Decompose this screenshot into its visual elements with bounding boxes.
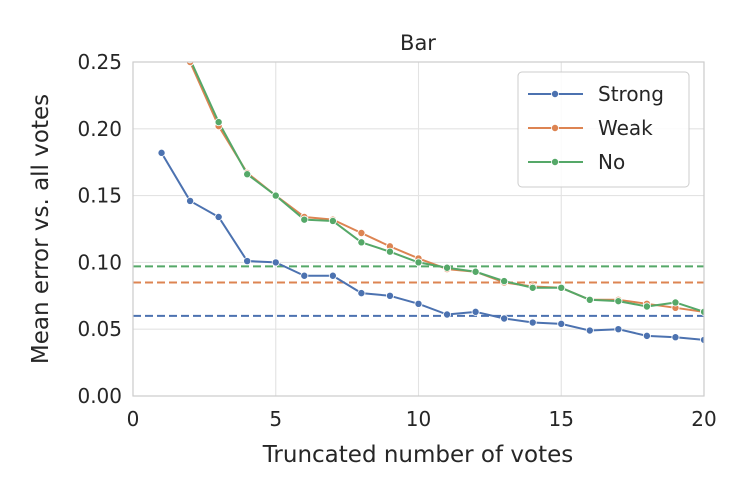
data-point-strong [414, 299, 423, 308]
chart-title: Bar [400, 31, 436, 55]
data-point-strong [471, 307, 480, 316]
series-points [157, 62, 704, 344]
data-point-no [214, 118, 223, 127]
series-lines [160, 62, 704, 341]
data-point-strong [300, 271, 309, 280]
baseline-lines [133, 265, 704, 317]
data-point-strong [585, 326, 594, 335]
y-tick-label: 0.00 [77, 384, 122, 408]
data-point-no [528, 283, 537, 292]
legend-marker-no [551, 157, 560, 166]
y-axis-ticks: 0.00 0.05 0.10 0.15 0.20 0.25 [77, 50, 122, 408]
data-point-no [557, 283, 566, 292]
data-point-no [700, 307, 704, 316]
y-tick-label: 0.25 [77, 50, 122, 74]
y-tick-label: 0.15 [77, 184, 122, 208]
data-point-no [671, 298, 680, 307]
data-point-strong [642, 331, 651, 340]
data-point-no [443, 263, 452, 272]
x-axis-ticks: 0 5 10 15 20 [127, 407, 717, 431]
series-line-no [190, 62, 704, 313]
data-point-no [300, 215, 309, 224]
data-point-strong [700, 335, 704, 344]
data-point-strong [528, 318, 537, 327]
data-point-strong [271, 258, 280, 267]
data-point-strong [385, 291, 394, 300]
data-point-strong [243, 257, 252, 266]
y-tick-label: 0.20 [77, 117, 122, 141]
data-point-no [585, 295, 594, 304]
data-point-no [471, 267, 480, 276]
data-point-no [500, 277, 509, 286]
data-point-strong [157, 148, 166, 157]
data-point-no [414, 258, 423, 267]
legend-label-weak: Weak [598, 116, 653, 140]
data-point-strong [186, 196, 195, 205]
data-point-no [385, 247, 394, 256]
x-tick-label: 20 [691, 407, 716, 431]
legend-box [517, 71, 690, 188]
legend-marker-strong [551, 90, 560, 99]
x-tick-label: 5 [269, 407, 282, 431]
x-axis-label: Truncated number of votes [262, 442, 574, 468]
y-tick-label: 0.05 [77, 317, 122, 341]
data-point-strong [328, 271, 337, 280]
y-axis-label: Mean error vs. all votes [28, 94, 54, 364]
x-tick-label: 15 [549, 407, 574, 431]
y-tick-label: 0.10 [77, 250, 122, 274]
data-point-weak [357, 229, 366, 238]
x-tick-label: 0 [127, 407, 140, 431]
series-line-strong [160, 152, 704, 341]
data-point-strong [214, 212, 223, 221]
x-tick-label: 10 [406, 407, 431, 431]
legend-label-strong: Strong [598, 82, 664, 106]
data-point-strong [443, 310, 452, 319]
legend: Strong Weak No [517, 71, 690, 188]
data-point-strong [357, 289, 366, 298]
data-point-no [642, 302, 651, 311]
data-point-strong [614, 325, 623, 334]
data-point-no [328, 216, 337, 225]
data-point-no [614, 297, 623, 306]
legend-label-no: No [598, 150, 625, 174]
data-point-strong [557, 319, 566, 328]
data-point-strong [671, 333, 680, 342]
data-point-no [243, 170, 252, 179]
data-point-no [271, 191, 280, 200]
legend-marker-weak [551, 124, 560, 133]
plot-frame [132, 61, 705, 397]
data-point-strong [500, 314, 509, 323]
data-point-no [357, 238, 366, 247]
